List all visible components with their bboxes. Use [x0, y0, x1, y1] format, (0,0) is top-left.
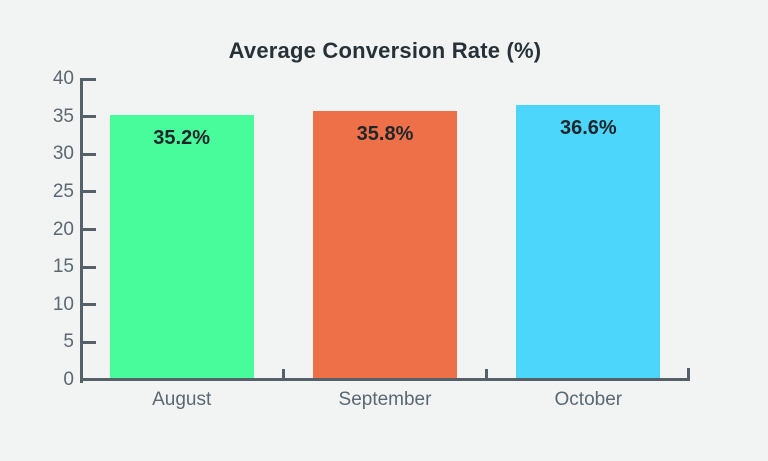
x-axis-label: October [554, 389, 623, 410]
y-tick [80, 340, 96, 344]
x-axis-line [80, 378, 690, 381]
y-tick [80, 190, 96, 194]
y-tick-label: 10 [52, 293, 74, 315]
y-tick-label: 0 [63, 369, 74, 390]
bar-september [313, 110, 457, 378]
y-tick [80, 115, 96, 119]
bar-value-label: 35.8% [356, 122, 414, 145]
x-tick [281, 369, 285, 378]
y-tick-label: 5 [63, 331, 74, 353]
y-tick-label: 25 [52, 180, 74, 202]
bar-value-label: 35.2% [153, 127, 211, 150]
bar-value-label: 36.6% [559, 116, 617, 139]
x-axis-label: September [338, 389, 432, 410]
y-tick [80, 265, 96, 269]
x-tick [485, 369, 489, 378]
chart-title: Average Conversion Rate (%) [228, 38, 542, 63]
y-tick [80, 228, 96, 231]
x-axis-label: August [152, 389, 212, 410]
y-tick [80, 77, 96, 81]
y-tick-label: 20 [52, 218, 74, 240]
bar-october [516, 104, 661, 378]
y-tick-label: 35 [52, 105, 74, 127]
y-tick-label: 30 [52, 143, 74, 165]
y-tick-label: 40 [52, 68, 74, 89]
y-tick [80, 303, 96, 307]
x-axis-endcap [687, 368, 690, 381]
y-tick-label: 15 [52, 256, 74, 278]
y-tick [80, 152, 96, 156]
bar-august [109, 115, 254, 378]
